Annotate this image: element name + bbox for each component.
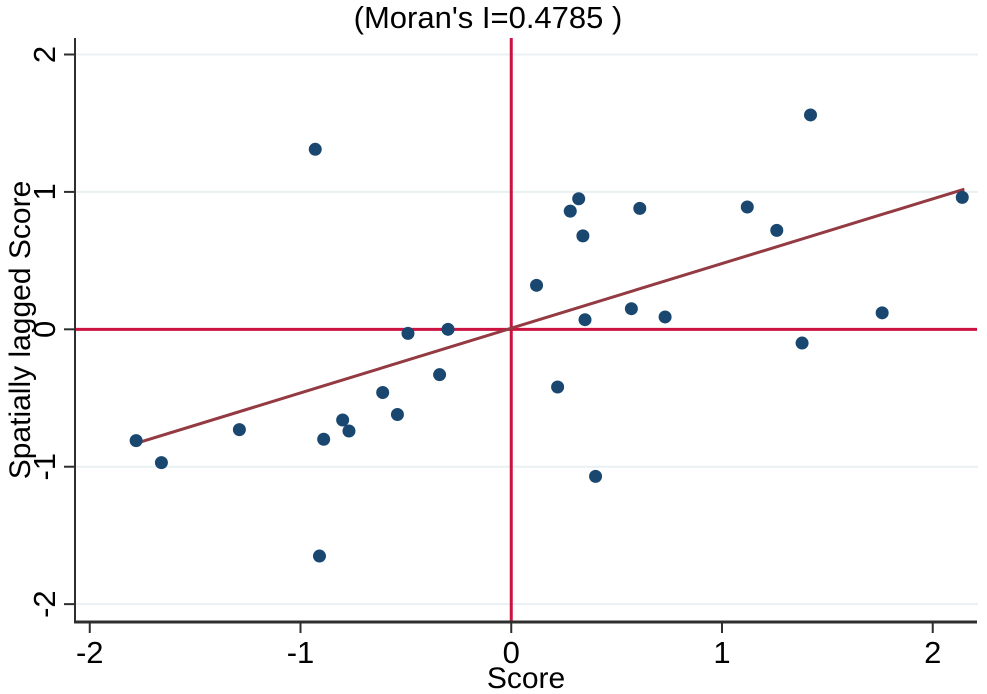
chart-title: (Moran's I=0.4785 ) [354,0,623,35]
y-tick-label: -2 [27,590,62,618]
data-point [376,386,390,400]
x-tick-label: -1 [287,635,315,670]
reference-lines [76,38,977,621]
data-point [129,434,143,448]
data-point [441,322,455,336]
y-tick-label: -1 [27,453,62,481]
data-point [390,408,404,422]
data-point [317,432,331,446]
data-point [875,306,889,320]
x-tick-label: 0 [503,635,520,670]
x-tick-label: 1 [713,635,730,670]
data-point [633,201,647,215]
x-axis-label: Score [487,662,565,694]
data-point [740,200,754,214]
y-axis-label: Spatially lagged Score [4,181,37,480]
data-point [308,142,322,156]
data-point [154,456,168,470]
data-point [342,424,356,438]
data-point [530,278,544,292]
data-point [804,108,818,122]
tick-labels: -2 -1 0 1 2 -2 -1 0 1 2 [27,46,941,670]
data-point [624,302,638,316]
data-point [795,336,809,350]
data-point [589,469,603,483]
data-point [336,413,350,427]
fit-line [135,187,965,445]
data-point [578,313,592,327]
data-point [955,190,969,204]
data-point [770,223,784,237]
data-point [433,368,447,382]
x-tick-label: -2 [76,635,104,670]
data-point [232,423,246,437]
data-point [563,204,577,218]
data-point [576,229,590,243]
y-tick-label: 1 [27,183,62,200]
data-point [312,549,326,563]
data-point [401,326,415,340]
scatter-points [129,108,969,563]
fit-line-group [135,187,965,445]
data-point [658,310,672,324]
axes [64,38,977,633]
x-tick-label: 2 [924,635,941,670]
y-tick-label: 2 [27,46,62,63]
data-point [551,380,565,394]
y-tick-label: 0 [27,321,62,338]
data-point [572,192,586,206]
